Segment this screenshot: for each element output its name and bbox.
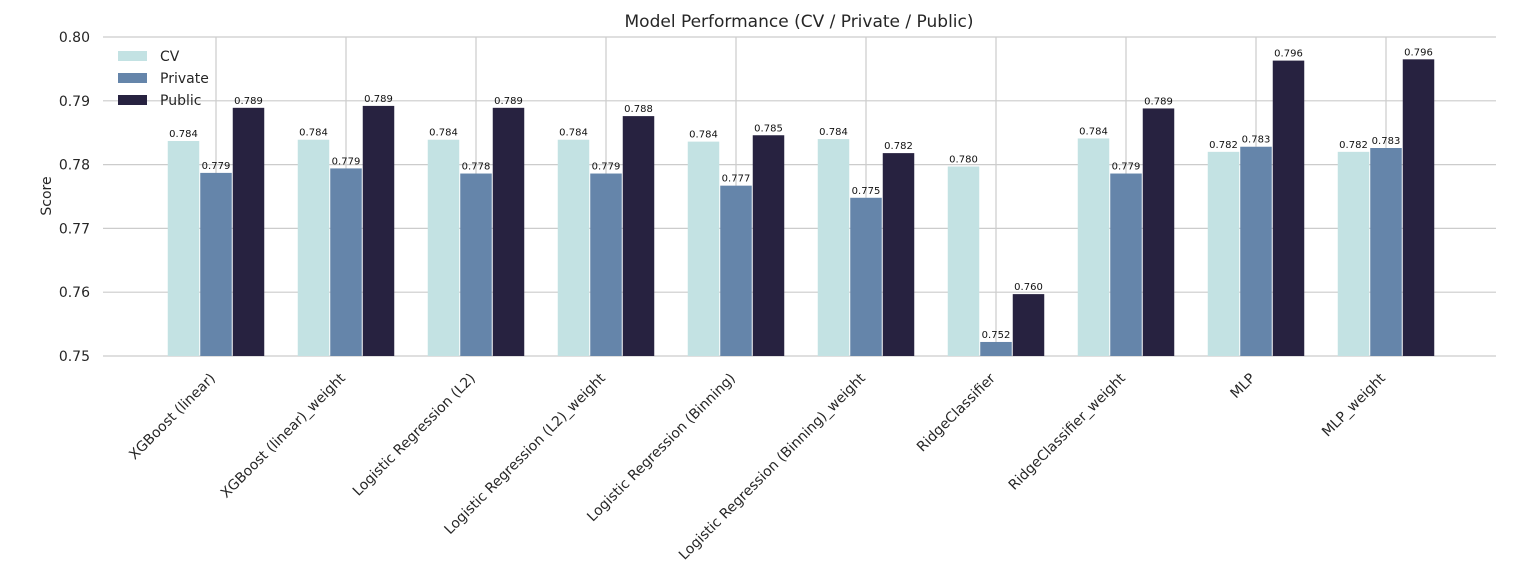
bar-cv [557,139,590,356]
data-label: 0.789 [494,96,523,107]
y-tick-label: 0.77 [59,221,90,237]
legend: CV Private Public [118,49,209,109]
data-label: 0.789 [234,96,263,107]
bar-cv [427,139,460,356]
x-tick-label: RidgeClassifier_weight [1006,370,1129,493]
bar-private [1110,173,1142,356]
bar-public [1142,108,1175,357]
data-labels-layer: 0.784 0.784 0.784 0.784 0.784 0.784 0.780 0.784… [169,47,1433,341]
bar-cv [167,140,200,356]
data-label: 0.775 [852,186,881,197]
legend-label-public: Public [160,93,201,109]
x-ticks-layer: XGBoost (linear) XGBoost (linear)_weight L… [126,370,1389,561]
x-tick-label: Logistic Regression (L2) [350,371,479,500]
y-tick-label: 0.80 [59,30,90,46]
legend-label-private: Private [160,71,209,87]
bar-public [362,105,395,357]
legend-swatch-private [118,73,147,83]
data-label: 0.777 [722,174,751,185]
data-label: 0.785 [754,123,783,134]
legend-swatch-cv [118,51,147,61]
bar-private [1240,146,1272,356]
bar-private [1370,148,1402,356]
data-label: 0.760 [1014,282,1043,293]
legend-label-cv: CV [160,49,180,65]
data-label: 0.784 [819,127,848,138]
data-label: 0.752 [982,330,1011,341]
bar-public [622,116,655,356]
bar-cv [687,141,720,356]
bar-public [1012,294,1045,356]
bar-private [590,173,622,356]
data-label: 0.779 [332,156,361,167]
data-label: 0.788 [624,104,653,115]
bar-private [330,168,362,356]
bar-private [850,197,882,356]
bar-cv [1207,151,1240,356]
data-label: 0.784 [169,129,198,140]
bar-cv [1077,138,1110,356]
x-tick-label: MLP_weight [1319,370,1389,440]
data-label: 0.784 [429,128,458,139]
data-label: 0.782 [884,141,913,152]
x-tick-label: XGBoost (linear)_weight [218,370,349,501]
y-tick-label: 0.75 [59,349,90,365]
bar-cv [947,166,980,356]
bar-cv [1337,151,1370,356]
data-label: 0.778 [462,162,491,173]
bar-public [1272,60,1305,357]
bar-cv [297,139,330,356]
x-tick-label: XGBoost (linear) [126,371,219,464]
data-label: 0.789 [1144,96,1173,107]
bar-private [980,341,1012,356]
data-label: 0.779 [1112,162,1141,173]
bar-private [460,173,492,356]
data-label: 0.783 [1242,135,1271,146]
bar-public [232,107,265,357]
data-label: 0.779 [592,162,621,173]
data-label: 0.784 [1079,126,1108,137]
bar-public [1402,59,1435,356]
chart-title: Model Performance (CV / Private / Public… [625,12,974,32]
data-label: 0.782 [1339,140,1368,151]
bar-public [882,153,915,356]
bar-public [492,107,525,357]
x-tick-label: RidgeClassifier [914,370,999,455]
data-label: 0.789 [364,94,393,105]
x-tick-label: MLP [1227,371,1258,402]
data-label: 0.796 [1274,49,1303,60]
bar-private [720,185,752,356]
data-label: 0.782 [1209,140,1238,151]
bar-cv [817,139,850,356]
bar-public [752,135,785,356]
data-label: 0.796 [1404,47,1433,58]
y-axis-label: Score [39,176,55,215]
legend-swatch-public [118,95,147,105]
data-label: 0.779 [202,161,231,172]
bar-private [200,172,232,356]
data-label: 0.780 [949,155,978,166]
data-label: 0.784 [299,128,328,139]
x-tick-label: Logistic Regression (Binning) [584,371,739,526]
y-tick-label: 0.78 [59,158,90,174]
data-label: 0.783 [1372,136,1401,147]
y-tick-label: 0.76 [59,285,90,301]
data-label: 0.784 [689,130,718,141]
data-label: 0.784 [559,128,588,139]
y-ticks-layer: 0.75 0.76 0.77 0.78 0.79 0.80 [59,30,90,365]
bars-layer [167,59,1435,357]
y-tick-label: 0.79 [59,94,90,110]
